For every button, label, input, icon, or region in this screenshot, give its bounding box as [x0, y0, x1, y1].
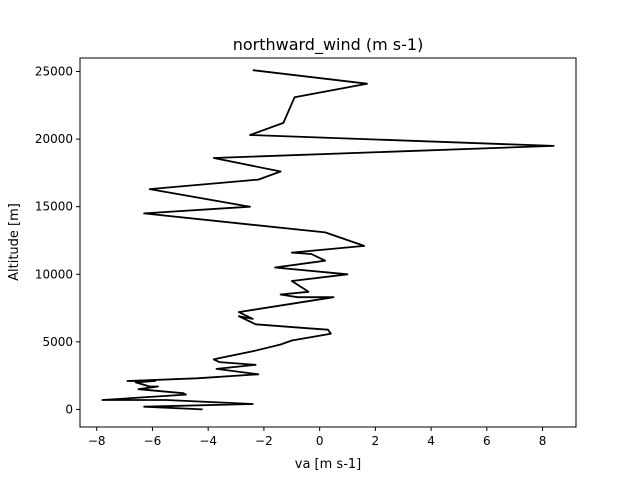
x-tick-label: −8: [88, 434, 106, 448]
x-tick-label: 0: [316, 434, 324, 448]
x-tick-label: 2: [372, 434, 380, 448]
series-line: [101, 69, 555, 411]
x-tick-label: 4: [427, 434, 435, 448]
y-tick-label: 20000: [35, 132, 73, 146]
x-axis-ticks: −8 −6 −4 −2 0 2 4 6 8: [88, 427, 547, 448]
x-tick-label: −2: [255, 434, 273, 448]
x-tick-label: −4: [199, 434, 217, 448]
y-axis-ticks: 0 5000 10000 15000 20000 25000: [35, 65, 80, 416]
y-tick-label: 25000: [35, 65, 73, 79]
y-tick-label: 10000: [35, 267, 73, 281]
x-axis-label: va [m s-1]: [295, 457, 361, 472]
chart-title: northward_wind (m s-1): [233, 35, 424, 55]
y-tick-label: 0: [65, 402, 73, 416]
x-tick-label: 8: [539, 434, 547, 448]
x-tick-label: −6: [144, 434, 162, 448]
plot-frame: [79, 57, 577, 428]
x-tick-label: 6: [483, 434, 491, 448]
y-axis-label: Altitude [m]: [7, 203, 22, 281]
y-tick-label: 5000: [42, 335, 73, 349]
y-tick-label: 15000: [35, 200, 73, 214]
